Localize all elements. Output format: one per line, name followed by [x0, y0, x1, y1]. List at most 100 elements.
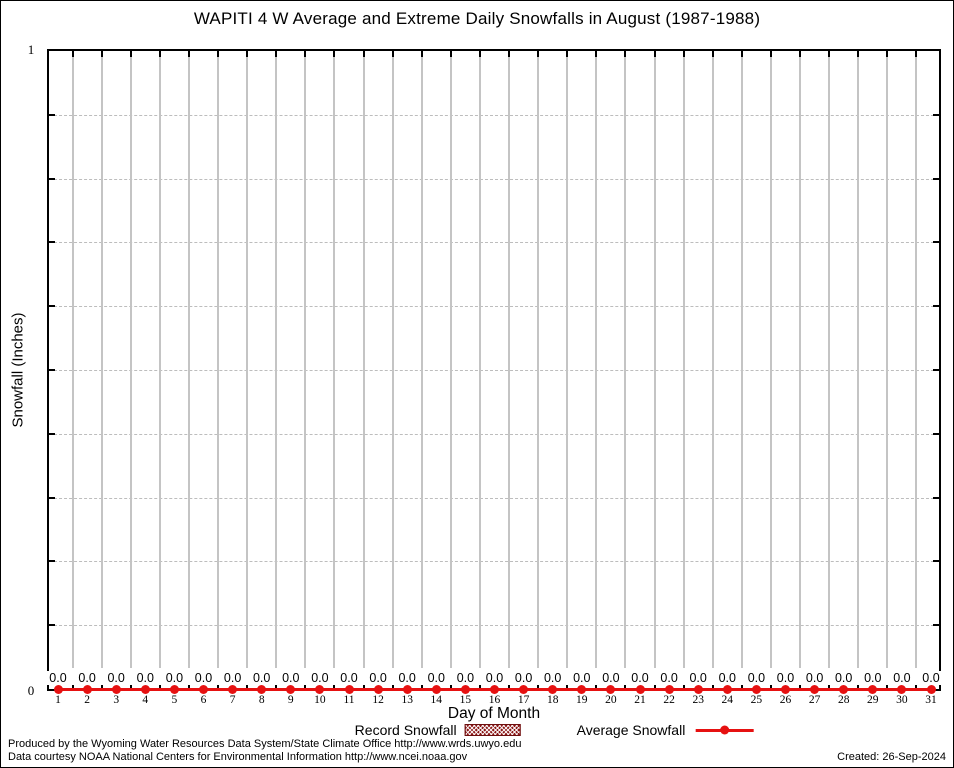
x-axis-tick: [478, 51, 481, 57]
x-axis-tick: [595, 51, 598, 57]
x-axis-tick: [537, 51, 540, 57]
vertical-gridline: [508, 51, 511, 668]
x-axis-tick: [799, 683, 802, 689]
x-tick-label: 2: [84, 694, 90, 706]
horizontal-gridline: [49, 497, 939, 499]
data-point-marker: [199, 685, 208, 694]
data-point-marker: [286, 685, 296, 694]
value-label: 0.0: [595, 671, 626, 685]
data-point-marker: [460, 685, 470, 694]
data-point-marker: [635, 685, 645, 694]
x-axis-tick: [71, 683, 74, 689]
y-axis-tick: [933, 113, 939, 116]
x-axis-tick-labels: 1 2 3 4 5 6 7 8 9 10 11 12 13 14 15 16 17 18 19 20 21 22 23 24 2…: [49, 694, 939, 708]
value-label: 0.0: [304, 671, 335, 685]
x-axis-tick: [508, 683, 511, 689]
x-axis-tick: [246, 683, 249, 689]
value-label: 0.0: [72, 671, 103, 685]
data-point-marker: [839, 685, 849, 694]
chart-title: WAPITI 4 W Average and Extreme Daily Sno…: [193, 9, 761, 28]
x-tick-label: 26: [779, 694, 792, 706]
x-axis-tick: [100, 683, 103, 689]
x-tick-label: 10: [314, 694, 326, 706]
x-axis-tick: [217, 51, 220, 57]
x-tick-label: 24: [721, 694, 734, 706]
x-tick-label: 21: [634, 694, 646, 706]
x-tick-label: 4: [142, 694, 149, 706]
footer-data-courtesy: Data courtesy NOAA National Centers for …: [8, 751, 468, 763]
x-axis-tick: [333, 683, 336, 689]
x-axis-tick: [362, 683, 365, 689]
data-point-marker: [431, 685, 441, 694]
data-point-marker: [315, 685, 325, 694]
x-axis-tick: [129, 683, 132, 689]
data-point-marker: [926, 685, 936, 694]
value-label: 0.0: [828, 671, 859, 685]
y-axis-tick: [933, 432, 939, 435]
vertical-gridline: [71, 51, 74, 668]
x-tick-label: 25: [750, 694, 763, 706]
x-axis-tick: [449, 51, 452, 57]
x-tick-label: 14: [430, 694, 443, 706]
x-axis-tick: [187, 683, 190, 689]
data-point-marker: [344, 685, 354, 694]
vertical-gridline: [828, 51, 831, 668]
vertical-gridline: [362, 51, 365, 668]
x-tick-label: 5: [171, 694, 178, 706]
x-axis-tick: [828, 683, 831, 689]
x-axis-tick: [624, 51, 627, 57]
x-tick-label: 9: [287, 694, 294, 706]
data-point-marker: [781, 685, 790, 694]
x-axis-tick: [391, 683, 394, 689]
data-point-marker: [490, 685, 499, 694]
data-point-marker: [82, 685, 92, 694]
x-axis-tick: [740, 683, 743, 689]
value-label: 0.0: [508, 671, 539, 685]
x-axis-tick: [129, 51, 132, 57]
horizontal-gridline: [49, 242, 939, 244]
value-label: 0.0: [421, 671, 452, 685]
vertical-gridline: [886, 51, 889, 668]
value-label: 0.0: [275, 671, 306, 685]
x-tick-label: 31: [925, 694, 937, 706]
value-label: 0.0: [770, 671, 801, 685]
x-axis-tick: [682, 51, 685, 57]
x-axis-tick: [304, 51, 307, 57]
value-label: 0.0: [188, 671, 219, 685]
value-label: 0.0: [159, 671, 190, 685]
horizontal-gridline: [49, 625, 939, 627]
y-axis-tick: [49, 624, 55, 627]
x-axis-tick: [217, 683, 220, 689]
vertical-gridline: [275, 51, 278, 668]
x-tick-label: 30: [896, 694, 908, 706]
vertical-gridline: [478, 51, 481, 668]
x-axis-tick: [246, 51, 249, 57]
y-axis-tick: [933, 305, 939, 308]
value-label: 0.0: [566, 671, 597, 685]
x-axis-tick: [187, 51, 190, 57]
horizontal-gridline: [49, 433, 939, 435]
vertical-gridline: [129, 51, 132, 668]
x-axis-tick: [391, 51, 394, 57]
vertical-gridline: [624, 51, 627, 668]
x-tick-label: 1: [55, 694, 61, 706]
x-axis-tick: [857, 51, 860, 57]
x-axis-tick: [595, 683, 598, 689]
legend-average-snowfall-label: Average Snowfall: [576, 722, 686, 738]
x-tick-label: 15: [459, 694, 472, 706]
x-axis-tick: [71, 51, 74, 57]
legend-record-snowfall-label: Record Snowfall: [354, 722, 457, 738]
vertical-gridline: [915, 51, 918, 668]
x-axis-label: Day of Month: [447, 705, 541, 722]
vertical-gridline: [100, 51, 103, 668]
value-label: 0.0: [799, 671, 830, 685]
value-label: 0.0: [450, 671, 481, 685]
x-axis-tick: [333, 51, 336, 57]
value-label: 0.0: [886, 671, 917, 685]
value-label: 0.0: [246, 671, 277, 685]
x-tick-label: 22: [663, 694, 675, 706]
horizontal-gridline: [49, 370, 939, 371]
data-point-marker: [664, 685, 674, 694]
x-tick-label: 3: [113, 694, 120, 706]
value-label: 0.0: [101, 671, 132, 685]
